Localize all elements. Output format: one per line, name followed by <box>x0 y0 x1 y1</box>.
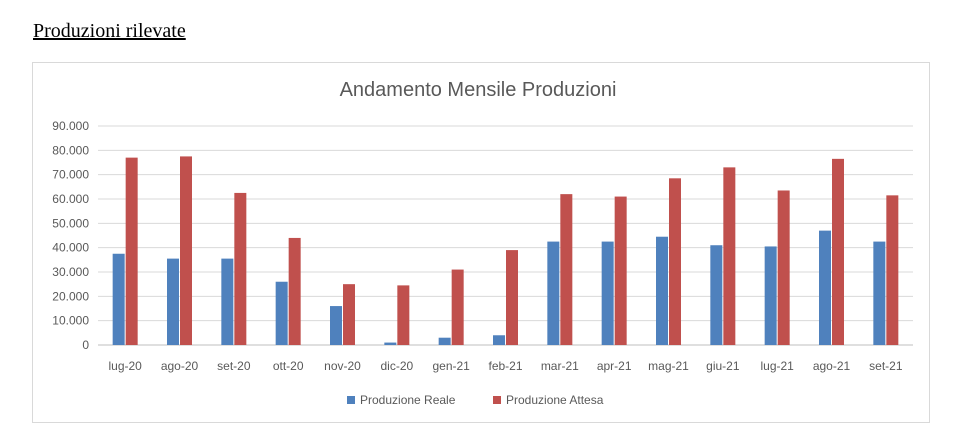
x-tick-label: set-21 <box>869 359 903 373</box>
x-tick-label: lug-20 <box>108 359 142 373</box>
bar-produzione-attesa <box>669 178 681 345</box>
x-tick-label: ott-20 <box>273 359 304 373</box>
bar-produzione-attesa <box>832 158 844 345</box>
y-tick-label: 90.000 <box>52 119 89 133</box>
bar-produzione-reale <box>601 241 614 345</box>
x-tick-label: gen-21 <box>432 359 470 373</box>
bar-produzione-attesa <box>614 196 627 345</box>
x-tick-label: lug-21 <box>760 359 794 373</box>
x-tick-label: ago-21 <box>813 359 851 373</box>
y-tick-label: 80.000 <box>52 143 89 157</box>
bar-produzione-reale <box>547 241 560 345</box>
legend-label: Produzione Reale <box>360 393 456 407</box>
bar-produzione-attesa <box>723 167 736 345</box>
x-tick-label: dic-20 <box>380 359 413 373</box>
bar-produzione-attesa <box>560 194 573 345</box>
bar-produzione-reale <box>656 236 668 345</box>
bar-produzione-attesa <box>886 195 899 345</box>
bar-produzione-attesa <box>125 157 138 345</box>
bar-produzione-reale <box>330 306 342 345</box>
x-tick-label: nov-20 <box>324 359 361 373</box>
x-tick-label: apr-21 <box>597 359 632 373</box>
bar-produzione-attesa <box>288 237 301 345</box>
x-tick-label: giu-21 <box>706 359 740 373</box>
bar-produzione-reale <box>438 337 451 345</box>
bar-produzione-attesa <box>180 156 192 345</box>
y-tick-label: 60.000 <box>52 192 89 206</box>
bar-produzione-reale <box>384 342 397 345</box>
y-tick-label: 30.000 <box>52 265 89 279</box>
y-tick-label: 20.000 <box>52 289 89 303</box>
legend-swatch <box>493 396 501 404</box>
bar-produzione-reale <box>710 245 723 345</box>
bar-produzione-reale <box>819 230 831 345</box>
x-tick-label: mag-21 <box>648 359 689 373</box>
bar-produzione-attesa <box>777 190 790 345</box>
bar-produzione-attesa <box>451 269 464 345</box>
x-tick-label: mar-21 <box>541 359 579 373</box>
x-tick-label: set-20 <box>217 359 251 373</box>
x-tick-label: ago-20 <box>161 359 199 373</box>
y-tick-label: 10.000 <box>52 314 89 328</box>
page-heading: Produzioni rilevate <box>33 20 186 42</box>
chart-title: Andamento Mensile Produzioni <box>339 79 617 101</box>
bar-produzione-reale <box>493 335 505 345</box>
bar-produzione-attesa <box>343 284 355 345</box>
bar-produzione-reale <box>764 246 777 345</box>
y-tick-label: 50.000 <box>52 216 89 230</box>
x-tick-label: feb-21 <box>488 359 522 373</box>
bar-produzione-reale <box>275 281 288 345</box>
bar-produzione-attesa <box>397 285 410 345</box>
bar-produzione-attesa <box>506 250 518 345</box>
y-tick-label: 0 <box>82 338 89 352</box>
bar-produzione-reale <box>167 258 179 345</box>
legend-swatch <box>347 396 355 404</box>
y-tick-label: 40.000 <box>52 241 89 255</box>
bar-produzione-reale <box>221 258 234 345</box>
y-tick-label: 70.000 <box>52 168 89 182</box>
legend-label: Produzione Attesa <box>506 393 604 407</box>
bar-produzione-reale <box>112 253 125 345</box>
bar-produzione-reale <box>873 241 886 345</box>
bar-produzione-attesa <box>234 192 247 345</box>
